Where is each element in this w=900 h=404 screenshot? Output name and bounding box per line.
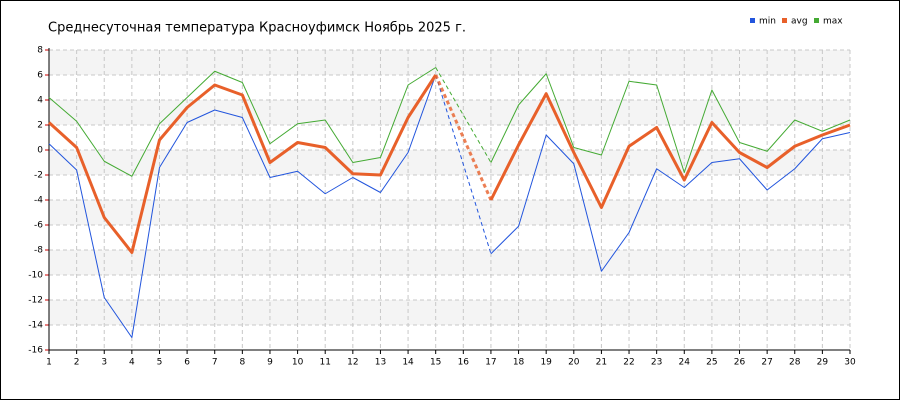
x-tick-label: 11 xyxy=(319,358,330,368)
x-tick-label: 8 xyxy=(239,358,245,368)
x-tick-label: 10 xyxy=(292,358,304,368)
band xyxy=(49,50,850,75)
gap-bridge xyxy=(434,74,493,201)
gap-bridge xyxy=(435,67,492,163)
band xyxy=(49,250,850,275)
y-tick-label: -6 xyxy=(34,221,43,231)
x-tick-label: 13 xyxy=(375,358,386,368)
x-tick-label: 4 xyxy=(129,358,135,368)
x-tick-label: 7 xyxy=(212,358,218,368)
legend-swatch xyxy=(750,18,755,23)
y-tick-label: -16 xyxy=(28,346,43,356)
x-tick-label: 29 xyxy=(817,358,829,368)
legend-swatch xyxy=(782,18,787,23)
chart-title: Среднесуточная температура Красноуфимск … xyxy=(48,21,466,36)
x-tick-label: 17 xyxy=(485,358,496,368)
x-tick-label: 6 xyxy=(184,358,190,368)
x-tick-label: 2 xyxy=(74,358,80,368)
x-tick-label: 25 xyxy=(706,358,717,368)
x-tick-label: 15 xyxy=(430,358,441,368)
x-tick-label: 26 xyxy=(734,358,746,368)
x-tick-label: 9 xyxy=(267,358,273,368)
series-line xyxy=(48,74,851,338)
series-line xyxy=(47,74,851,254)
x-tick-label: 20 xyxy=(568,358,580,368)
x-tick-label: 18 xyxy=(513,358,525,368)
y-tick-label: 0 xyxy=(37,146,43,156)
legend-label: avg xyxy=(791,17,808,27)
x-tick-label: 24 xyxy=(679,358,691,368)
x-tick-label: 3 xyxy=(101,358,107,368)
y-tick-label: -12 xyxy=(28,296,43,306)
y-tick-label: -4 xyxy=(34,196,43,206)
band xyxy=(49,200,850,225)
y-tick-label: 8 xyxy=(37,46,43,56)
x-tick-label: 28 xyxy=(789,358,801,368)
x-tick-label: 19 xyxy=(540,358,552,368)
y-tick-label: -2 xyxy=(34,171,43,181)
y-tick-label: -10 xyxy=(28,271,43,281)
x-tick-label: 21 xyxy=(596,358,607,368)
band xyxy=(49,300,850,325)
x-tick-label: 1 xyxy=(46,358,52,368)
y-tick-label: 4 xyxy=(37,96,43,106)
y-tick-label: 2 xyxy=(37,121,43,131)
x-tick-label: 5 xyxy=(157,358,163,368)
y-tick-label: 6 xyxy=(37,71,43,81)
legend-label: max xyxy=(823,17,843,27)
band xyxy=(49,150,850,175)
x-tick-label: 16 xyxy=(458,358,470,368)
x-tick-label: 14 xyxy=(402,358,414,368)
legend-swatch xyxy=(814,18,819,23)
x-tick-label: 30 xyxy=(844,358,856,368)
series-line xyxy=(48,67,851,177)
gap-bridge xyxy=(435,74,492,254)
y-tick-label: -14 xyxy=(28,321,43,331)
y-tick-label: -8 xyxy=(34,246,43,256)
x-tick-label: 23 xyxy=(651,358,662,368)
legend-label: min xyxy=(759,17,776,27)
x-tick-label: 22 xyxy=(623,358,634,368)
x-tick-label: 27 xyxy=(761,358,772,368)
x-tick-label: 12 xyxy=(347,358,358,368)
